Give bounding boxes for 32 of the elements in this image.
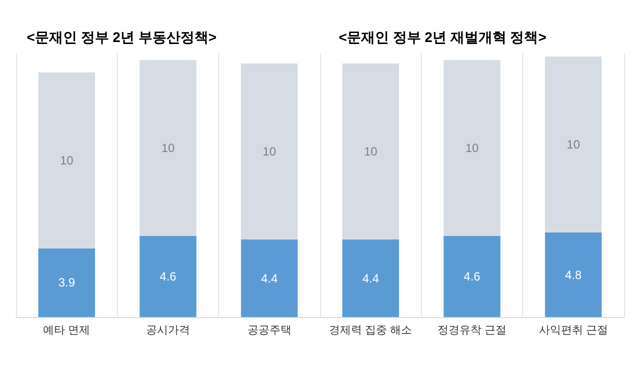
data-label: 4.6: [464, 270, 481, 284]
data-label: 10: [161, 141, 175, 156]
bar: [544, 232, 602, 317]
data-label: 4.6: [160, 270, 177, 284]
bar: [544, 56, 602, 233]
bar: [342, 240, 400, 317]
bar: [38, 248, 96, 317]
data-label: 10: [566, 138, 580, 152]
x-tick-label: 경제력 집중 해소: [329, 324, 412, 336]
x-tick-label: 예타 면제: [43, 324, 90, 336]
x-tick-label: 사익편취 근절: [538, 324, 608, 336]
data-label: 4.4: [260, 271, 278, 286]
text: <문재인 정부 2년 부동산정책>: [26, 29, 217, 45]
data-label: 10: [262, 144, 276, 159]
bar: [240, 240, 298, 317]
bar: [342, 64, 400, 240]
bar: [444, 60, 500, 236]
data-label: 3.9: [58, 276, 76, 290]
data-label: 4.8: [564, 268, 582, 282]
bar: [38, 72, 96, 248]
data-label: 10: [60, 153, 74, 168]
x-tick-label: 공공주택: [247, 324, 292, 336]
x-tick-label: 공시가격: [146, 324, 190, 336]
data-label: 4.4: [362, 271, 380, 286]
bar: [140, 60, 196, 236]
data-label: 10: [465, 141, 479, 156]
text: <문재인 정부 2년 재벌개혁 정책>: [338, 29, 546, 45]
data-label: 10: [364, 144, 378, 159]
bar: [240, 64, 298, 240]
x-tick-label: 정경유착 근절: [437, 324, 507, 336]
bar: [140, 236, 196, 317]
bar: [444, 236, 500, 317]
